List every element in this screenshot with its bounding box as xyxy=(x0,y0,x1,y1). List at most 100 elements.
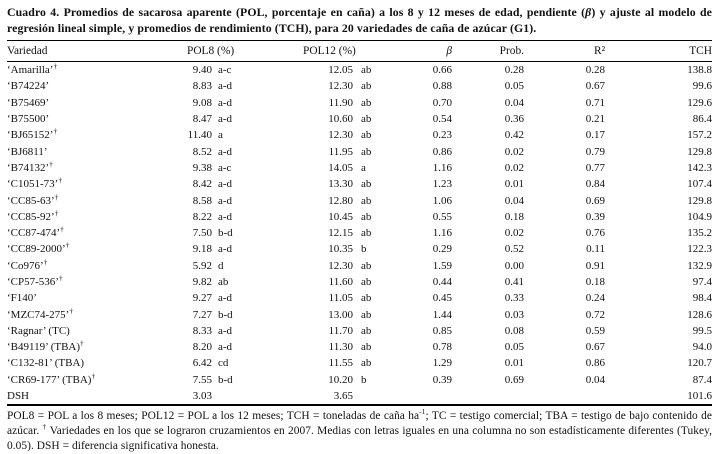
footnote-text-3: Variedades en los que se lograron cruzam… xyxy=(7,425,712,453)
cell-tch: 142.3 xyxy=(687,161,713,174)
cell-pol12-group: b xyxy=(361,373,367,386)
footnote-text-1: POL8 = POL a los 8 meses; POL12 = POL a … xyxy=(7,410,420,423)
cell-pol8-group: a-d xyxy=(218,145,233,158)
cell-r2: 0.76 xyxy=(585,227,606,240)
cell-r2: 0.39 xyxy=(585,210,606,223)
cell-prob: 0.00 xyxy=(504,259,525,272)
cell-r2: 0.28 xyxy=(585,64,606,77)
table-row: ‘MZC74-275’† 7.27 b-d 13.00 ab 1.44 0.03 0.72 12… xyxy=(7,306,712,322)
cell-variety: ‘C132-81’ (TBA) xyxy=(7,357,85,370)
cell-r2: 0.59 xyxy=(585,324,606,337)
cell-pol8-group: a-c xyxy=(218,64,232,77)
dagger-icon: † xyxy=(54,208,59,218)
cell-variety: ‘C1051-73’† xyxy=(7,176,63,191)
table-row: ‘B74132’† 9.38 a-c 14.05 a 1.16 0.02 0.77 142.3 xyxy=(7,160,712,176)
cell-variety: ‘CC87-474’† xyxy=(7,224,64,240)
cell-pol8-group: a-d xyxy=(218,96,233,109)
cell-variety: ‘CC85-63’† xyxy=(7,192,59,207)
cell-beta: 0.86 xyxy=(432,145,453,158)
cell-pol8: 8.58 xyxy=(192,194,212,207)
cell-r2: 0.71 xyxy=(585,96,606,109)
cell-pol8-group: a-d xyxy=(218,194,233,207)
cell-pol12-group: ab xyxy=(361,341,372,354)
dagger-icon: † xyxy=(43,257,48,267)
cell-beta: 0.66 xyxy=(432,64,453,77)
caption-text-post: ) y ajuste al modelo de regresión lineal… xyxy=(7,5,713,35)
cell-tch: 99.6 xyxy=(692,80,713,93)
cell-pol8-group: b-d xyxy=(218,227,233,240)
cell-pol12: 10.45 xyxy=(328,210,354,223)
cell-beta xyxy=(401,388,452,405)
cell-pol12: 11.95 xyxy=(328,145,354,158)
cell-prob: 0.02 xyxy=(504,161,525,174)
data-table: Variedad POL8 (%) POL12 (%) β Prob. R² T… xyxy=(7,40,713,407)
cell-prob xyxy=(452,388,524,405)
dagger-icon: † xyxy=(91,371,96,381)
col-header-pol12: POL12 (%) xyxy=(258,40,402,62)
cell-beta: 0.85 xyxy=(432,324,453,337)
table-row: ‘CC89-2000’† 9.18 a-d 10.35 b 0.29 0.52 0.11 122… xyxy=(7,241,712,257)
cell-prob: 0.01 xyxy=(504,178,525,191)
cell-prob: 0.52 xyxy=(504,243,525,256)
cell-variety: ‘F140’ xyxy=(7,292,37,305)
cell-variety: ‘B49119’ (TBA)† xyxy=(7,339,84,354)
cell-tch: 86.4 xyxy=(692,113,713,126)
cell-prob: 0.28 xyxy=(504,64,525,77)
cell-variety: ‘Co976’† xyxy=(7,257,48,272)
cell-pol8-group: a-d xyxy=(218,324,233,337)
cell-prob: 0.69 xyxy=(504,373,525,386)
col-header-tch: TCH xyxy=(605,40,713,62)
cell-r2: 0.04 xyxy=(585,373,606,386)
cell-pol12: 10.20 xyxy=(328,373,354,386)
cell-r2 xyxy=(524,388,605,405)
cell-pol8-group: a-d xyxy=(218,80,233,93)
cell-variety: DSH xyxy=(7,390,30,403)
cell-pol12: 13.00 xyxy=(328,308,354,321)
dagger-icon: † xyxy=(49,159,53,169)
table-row: ‘Amarilla’† 9.40 a-c 12.05 ab 0.66 0.28 0.28 138… xyxy=(7,62,712,79)
cell-r2: 0.77 xyxy=(585,161,606,174)
cell-pol12-group: a xyxy=(361,161,366,174)
cell-beta: 0.54 xyxy=(432,113,453,126)
cell-r2: 0.21 xyxy=(585,113,606,126)
cell-r2: 0.67 xyxy=(585,80,606,93)
col-header-variedad: Variedad xyxy=(7,40,162,62)
cell-pol8-group: a-d xyxy=(218,210,233,223)
cell-pol8: 7.27 xyxy=(192,308,212,321)
cell-beta: 1.44 xyxy=(432,308,453,321)
dagger-icon: † xyxy=(54,192,59,201)
cell-r2: 0.79 xyxy=(585,145,606,158)
cell-prob: 0.05 xyxy=(504,341,525,354)
cell-prob: 0.04 xyxy=(504,96,525,109)
cell-pol12-group: ab xyxy=(361,259,372,272)
table-row: ‘CR69-177’ (TBA)† 7.55 b-d 10.20 b 0.39 0.69 0.… xyxy=(7,372,712,388)
table-caption: Cuadro 4. Promedios de sacarosa aparente… xyxy=(7,4,712,36)
cell-pol8-group: cd xyxy=(218,357,229,370)
cell-tch: 132.9 xyxy=(687,259,713,272)
cell-pol8-group: ab xyxy=(218,276,229,288)
cell-pol8-group: a-d xyxy=(218,341,233,354)
header-row: Variedad POL8 (%) POL12 (%) β Prob. R² T… xyxy=(7,40,713,62)
cell-prob: 0.42 xyxy=(504,129,525,142)
cell-pol12-group: ab xyxy=(361,292,372,305)
cell-beta: 1.06 xyxy=(432,194,453,207)
dagger-icon: † xyxy=(69,306,74,315)
cell-pol12-group: b xyxy=(361,243,367,256)
cell-tch: 128.6 xyxy=(687,308,713,321)
cell-pol12-group: ab xyxy=(361,113,372,126)
cell-tch: 99.5 xyxy=(692,324,713,337)
cell-tch: 120.7 xyxy=(687,357,713,370)
cell-pol12: 3.65 xyxy=(333,390,354,403)
cell-tch: 97.4 xyxy=(692,276,713,288)
dagger-icon: † xyxy=(60,224,64,234)
cell-pol12-group: ab xyxy=(361,129,372,142)
cell-prob: 0.04 xyxy=(504,194,525,207)
cell-prob: 0.33 xyxy=(504,292,525,305)
cell-pol12: 10.60 xyxy=(328,113,354,126)
cell-pol8: 9.82 xyxy=(192,276,212,288)
dagger-icon: † xyxy=(53,61,58,71)
cell-pol8: 8.47 xyxy=(192,113,212,126)
cell-pol12-group: ab xyxy=(361,324,372,337)
cell-r2: 0.72 xyxy=(585,308,606,321)
